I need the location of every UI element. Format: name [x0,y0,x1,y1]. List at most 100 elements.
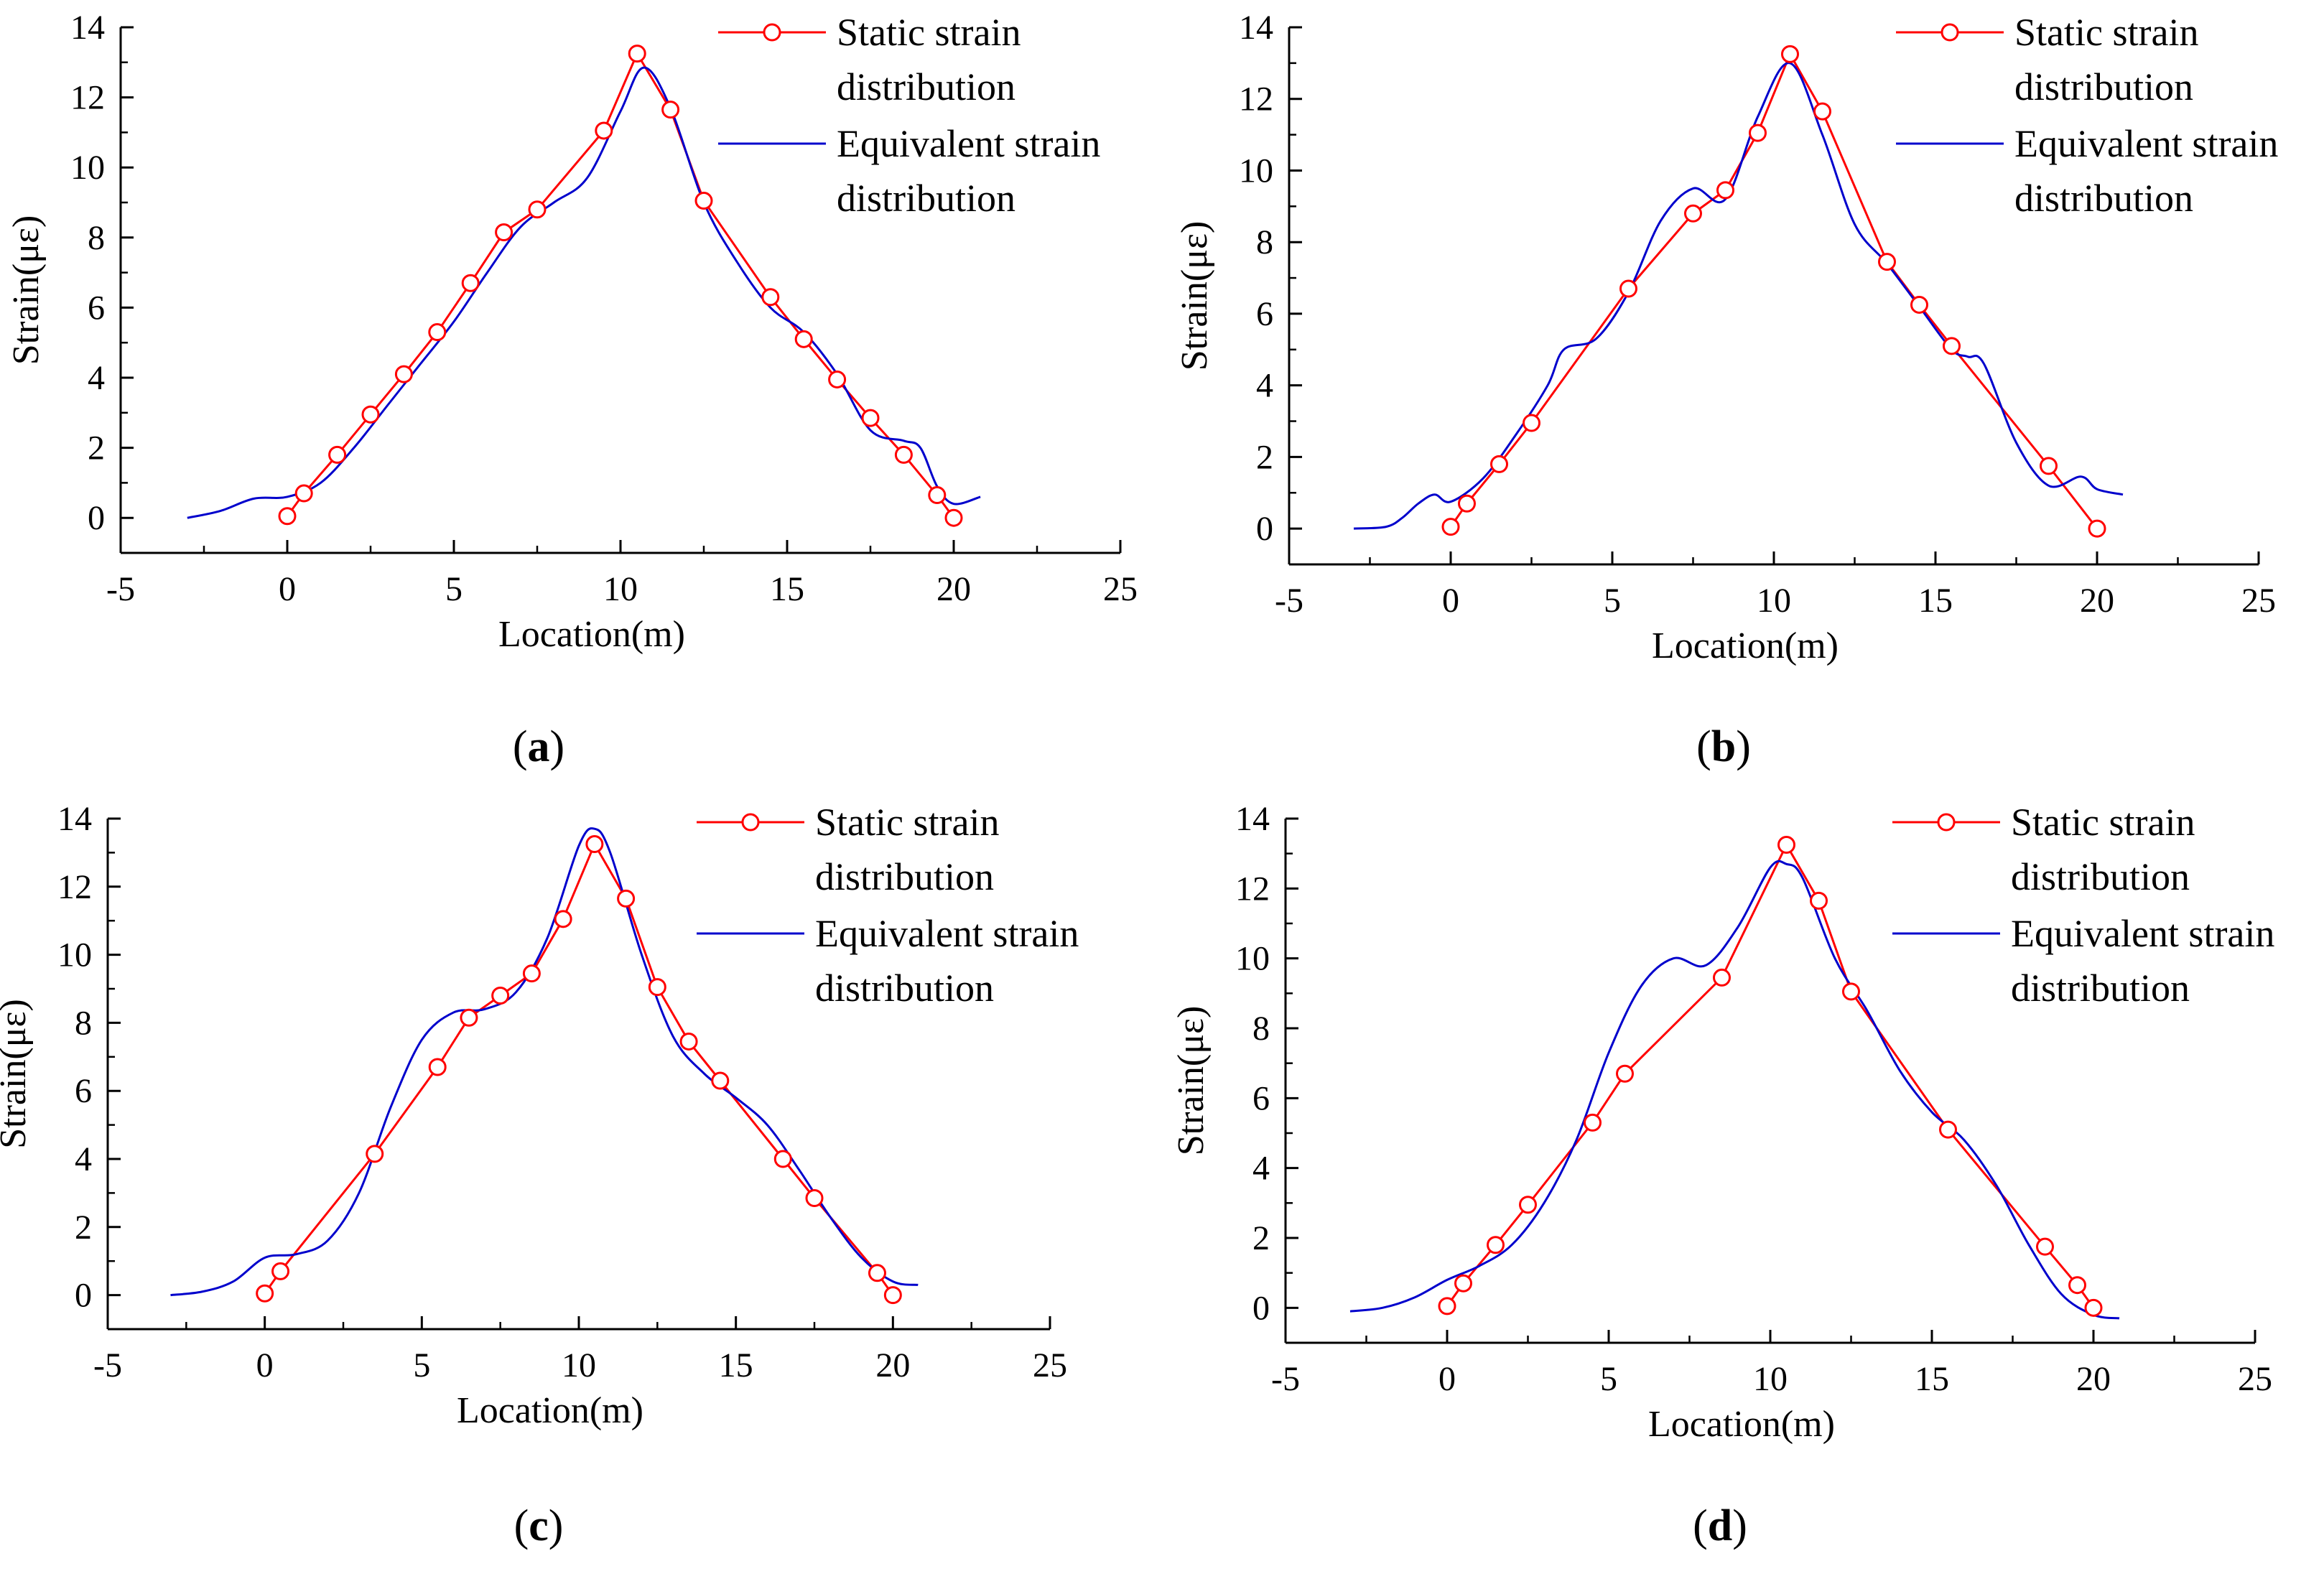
static-strain-point [1454,1274,1472,1293]
static-strain-point [883,1286,902,1305]
legend-equivalent-label: distribution [2011,967,2190,1010]
equivalent-strain-line [170,827,919,1297]
y-tick-label: 6 [1252,1079,1270,1117]
static-strain-point [294,484,313,503]
x-tick-label: 25 [2241,582,2276,620]
static-strain-point [366,1145,384,1163]
static-strain-point [861,409,880,427]
static-strain-point [2040,457,2058,475]
x-tick-label: 5 [1600,1360,1617,1398]
x-tick-label: 0 [1438,1360,1456,1398]
static-strain-point [1777,836,1795,854]
legend-static-label: Static strain [2014,11,2198,54]
static-strain-point [1619,279,1637,298]
panel-label: (b) [1696,722,1751,771]
static-strain-point [328,445,347,464]
y-tick-label: 4 [1252,1150,1270,1188]
static-strain-point [773,1150,792,1168]
y-tick-label: 14 [57,800,92,838]
legend-static-swatch-marker [741,813,760,832]
legend-static-label: distribution [2011,855,2190,898]
x-tick-label: 15 [1918,582,1953,620]
y-tick-label: 14 [70,9,105,47]
equivalent-strain-line [1353,62,2124,530]
static-strain-point [1939,1120,1957,1139]
static-strain-point [2088,519,2106,538]
y-tick-label: 2 [75,1209,92,1247]
static-strain-line [1449,51,2098,530]
static-strain-point [828,370,847,388]
static-strain-point [491,986,510,1005]
y-tick-label: 14 [1239,9,1273,47]
static-strain-point [528,200,547,219]
legend-equivalent-label: distribution [815,967,994,1010]
x-tick-label: 5 [445,570,463,608]
x-tick-label: 25 [1033,1346,1067,1384]
static-strain-point [361,405,380,424]
panel-label: (a) [513,722,564,771]
static-strain-point [1523,414,1540,432]
y-axis-title: Strain(με) [6,215,47,365]
x-tick-label: 15 [719,1346,753,1384]
y-axis-title: Strain(με) [1174,221,1215,371]
legend-equivalent-label: Equivalent strain [815,912,1079,955]
static-strain-point [1441,518,1460,536]
static-strain-point [648,978,666,997]
legend-static-label: distribution [815,855,994,898]
y-tick-label: 14 [1235,800,1270,838]
static-strain-point [1458,494,1476,513]
x-tick-label: 0 [279,570,296,608]
static-strain-point [711,1071,730,1090]
static-strain-point [1810,891,1828,910]
x-axis-title: Location(m) [457,1390,643,1431]
static-strain-point [1813,102,1831,121]
x-tick-label: 25 [1103,570,1138,608]
x-axis-title: Location(m) [1648,1404,1835,1445]
y-tick-label: 4 [75,1140,92,1178]
legend-static-swatch-marker [763,23,781,42]
static-strain-point [805,1189,824,1208]
x-tick-label: 10 [1757,582,1791,620]
static-reference-trace [1446,842,2095,1309]
x-tick-label: 20 [2076,1360,2111,1398]
static-strain-point [628,45,646,63]
y-tick-label: 0 [88,499,105,537]
x-tick-label: 10 [562,1346,596,1384]
y-tick-label: 12 [70,79,105,117]
static-strain-point [461,274,480,292]
panel-label: (d) [1693,1501,1747,1550]
legend-equivalent-label: distribution [837,177,1015,220]
static-strain-point [894,445,913,464]
static-strain-point [868,1264,886,1282]
legend-equivalent-label: Equivalent strain [2014,122,2278,165]
y-tick-label: 10 [1239,152,1273,190]
static-strain-point [694,192,713,210]
x-tick-label: 0 [256,1346,274,1384]
y-tick-label: 0 [1252,1289,1270,1327]
static-strain-point [585,835,604,854]
x-tick-label: 25 [2238,1360,2272,1398]
static-reference-trace [264,842,894,1296]
y-tick-label: 12 [57,868,92,906]
static-strain-line [264,842,894,1296]
legend-static-label: Static strain [2011,801,2195,844]
static-strain-point [761,288,780,307]
static-strain-point [679,1032,698,1051]
x-tick-label: 0 [1442,582,1459,620]
static-strain-point [617,889,636,908]
static-strain-point [1519,1196,1537,1214]
legend-static-label: distribution [2014,65,2193,108]
y-tick-label: 6 [75,1072,92,1110]
static-strain-point [271,1262,290,1280]
static-strain-point [1438,1297,1456,1315]
static-strain-point [1878,253,1896,271]
legend-static-label: Static strain [815,801,999,844]
legend-static-swatch-marker [1940,23,1959,42]
static-strain-point [2036,1237,2054,1256]
static-strain-point [1616,1064,1634,1083]
